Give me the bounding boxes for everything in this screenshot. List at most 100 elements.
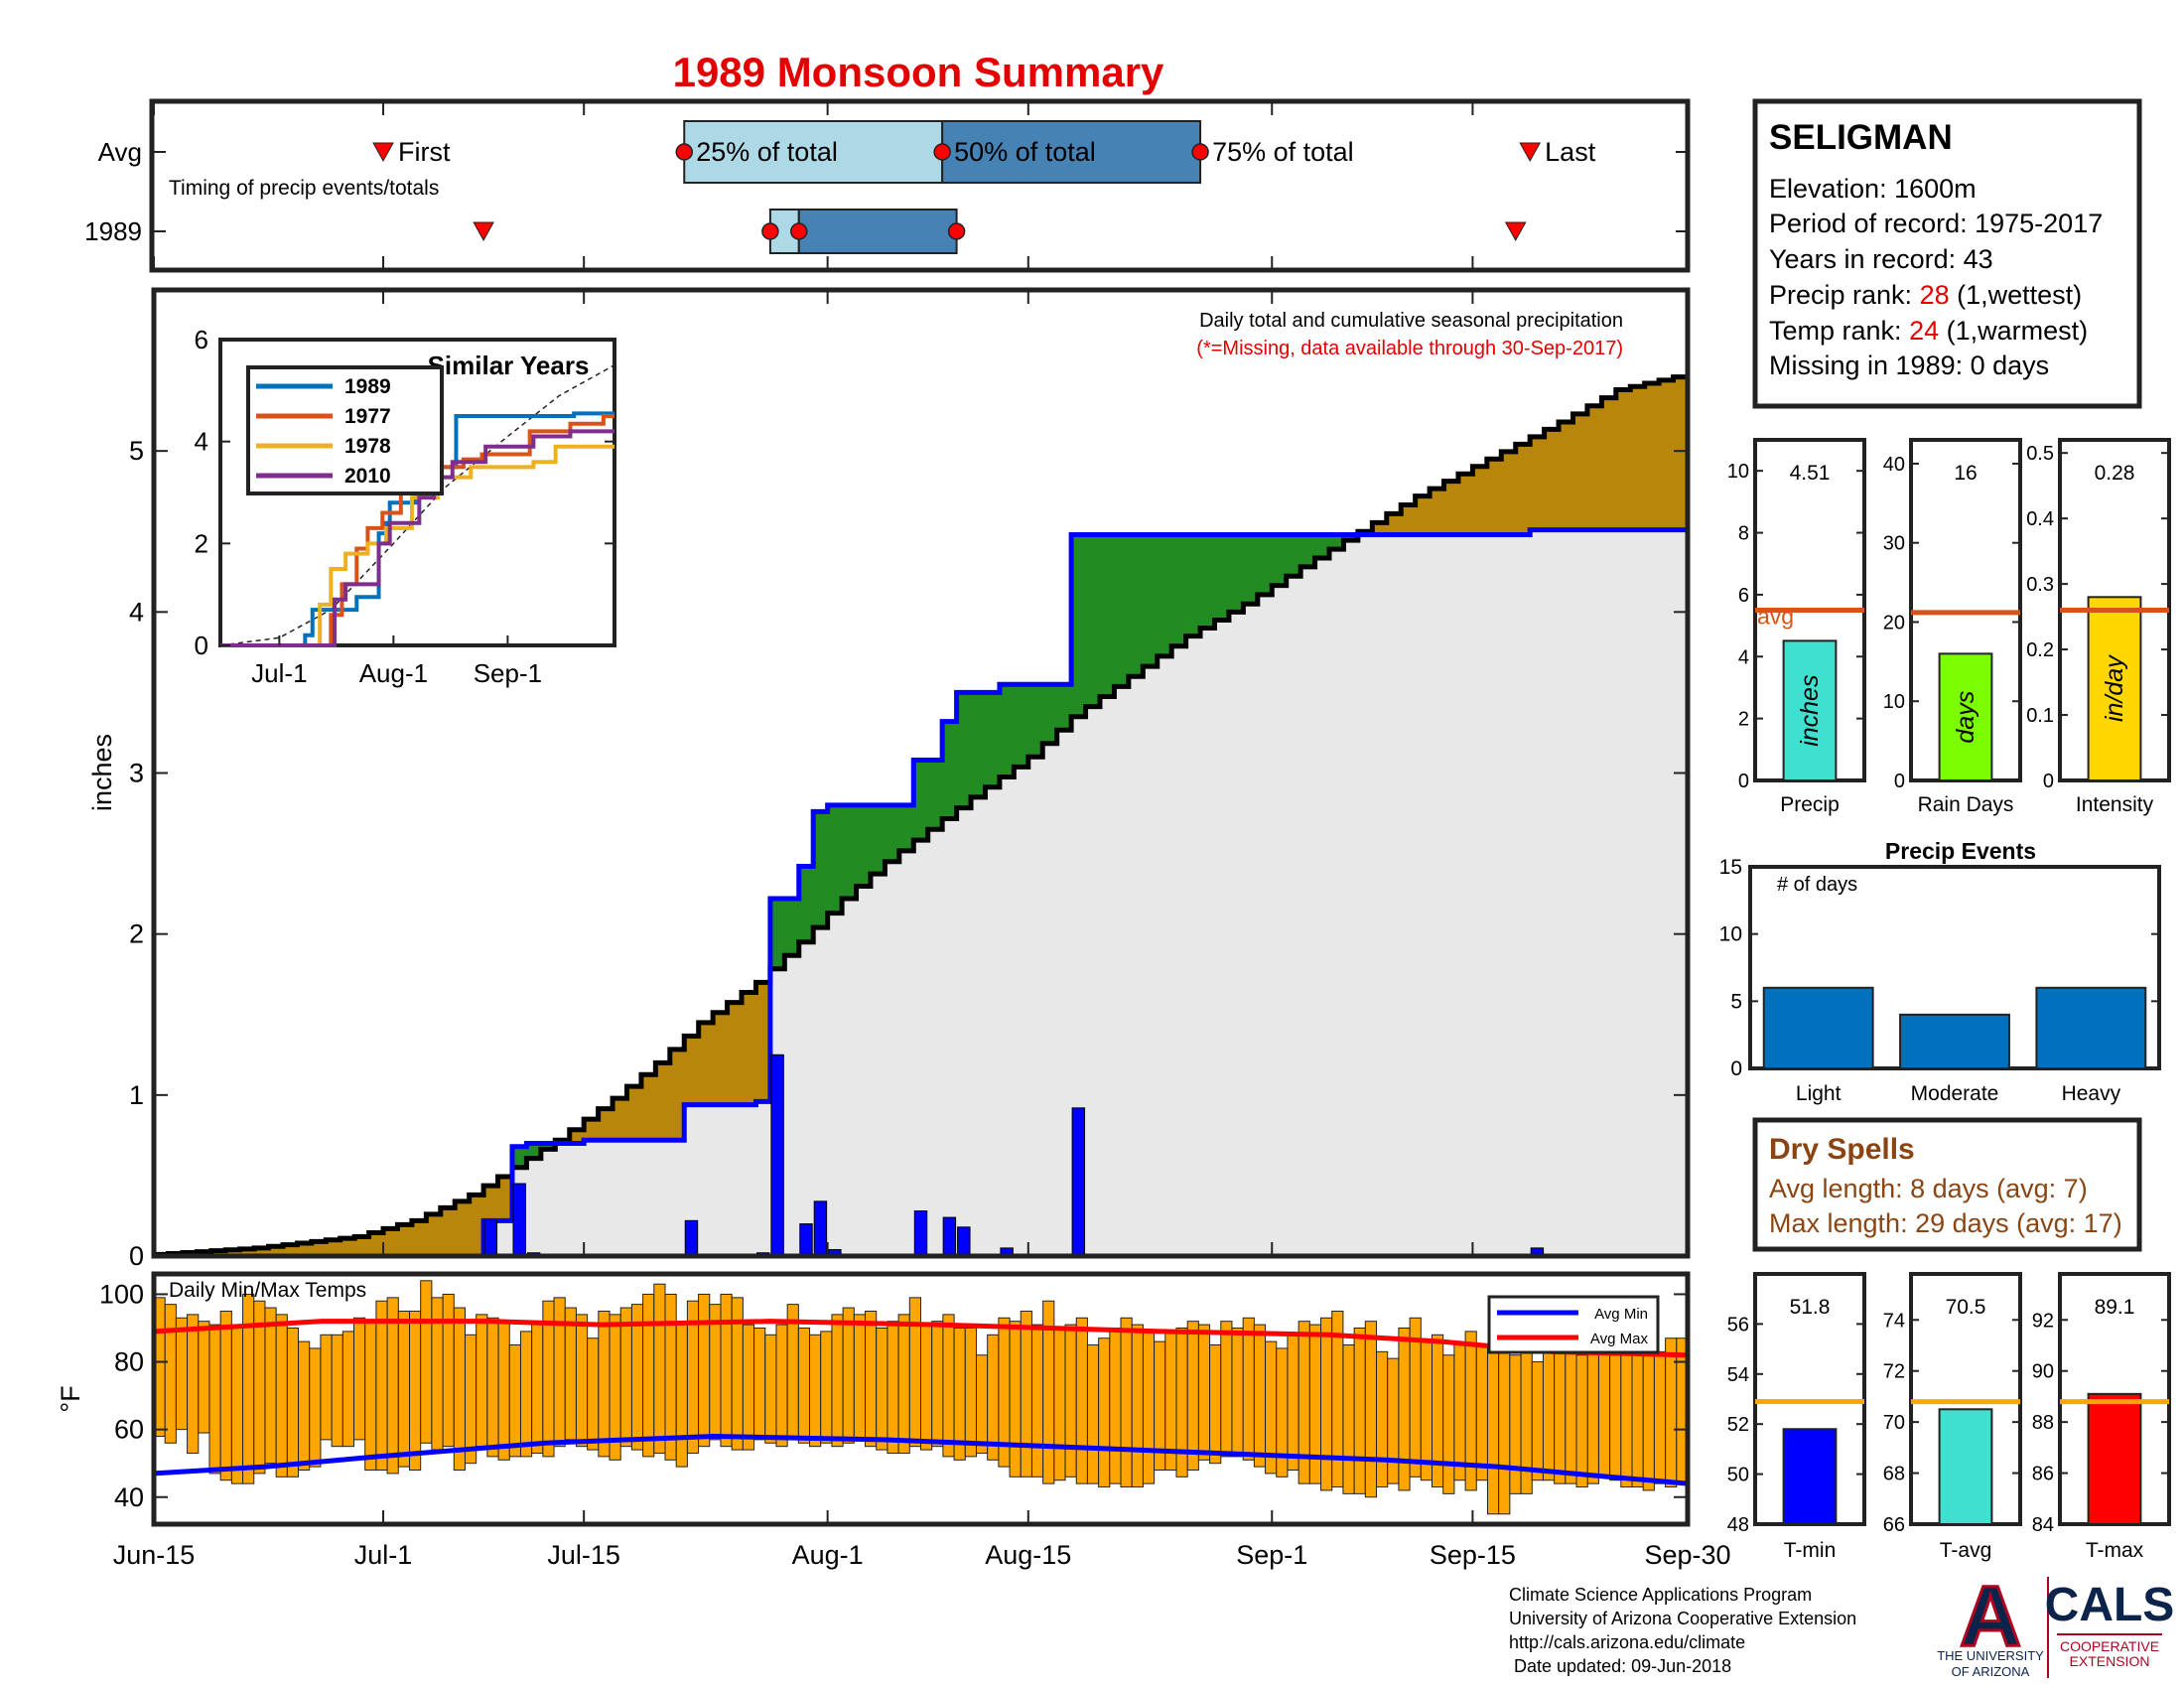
inset-legend-entries: 1989 1977 1978 2010 <box>256 375 391 488</box>
temp-range-bar <box>797 1327 811 1444</box>
timing-year-label: 1989 <box>84 216 142 246</box>
date-tick-label: Sep-1 <box>1236 1540 1307 1570</box>
temp-range-bar <box>831 1314 844 1448</box>
temp-range-bar <box>1109 1327 1122 1484</box>
cumulative-difference-segment <box>1027 684 1043 758</box>
temp-range-bar <box>1665 1337 1678 1488</box>
inset-series-line-2010 <box>220 429 614 647</box>
daily-temps-panel: Daily Min/Max Temps °F 40 60 80 100 Avg Min… <box>56 1271 1691 1527</box>
station-info-box: SELIGMAN Elevation: 1600m Period of reco… <box>1752 98 2142 409</box>
temp-range-bar <box>1342 1344 1355 1494</box>
cumulative-difference-segment <box>713 1012 729 1105</box>
station-period: Period of record: 1975-2017 <box>1769 209 2103 238</box>
cumulative-difference-segment <box>755 982 771 1102</box>
temp-range-bar <box>1420 1340 1433 1481</box>
small-panel-ytick-label: 10 <box>1883 691 1905 713</box>
cumulative-difference-segment <box>742 992 757 1105</box>
events-ytick-label: 15 <box>1719 856 1742 879</box>
event-bar-light <box>1762 986 1874 1069</box>
small-panel-value: 70.5 <box>1946 1296 1986 1319</box>
last-label: Last <box>1545 137 1596 167</box>
temp-range-bar <box>698 1293 711 1448</box>
temp-range-bar <box>531 1324 544 1454</box>
small-panel-category: Rain Days <box>1918 793 2014 816</box>
daily-precip-bar <box>813 1200 828 1257</box>
temp-range-bar <box>1509 1354 1522 1494</box>
timing-marks <box>153 103 1689 268</box>
cumulative-difference-segment <box>1185 534 1201 636</box>
temp-range-bar <box>975 1354 989 1454</box>
small-panel-ytick-label: 84 <box>2032 1514 2054 1536</box>
cumulative-difference-segment <box>1544 429 1560 530</box>
temp-range-bar <box>897 1314 910 1454</box>
event-category-label: Moderate <box>1911 1082 1999 1105</box>
temp-range-bar <box>364 1321 377 1472</box>
cumulative-difference-segment <box>870 804 887 875</box>
temp-range-bar <box>1131 1324 1144 1488</box>
small-panel-value: 4.51 <box>1790 462 1831 485</box>
cumulative-difference-segment <box>626 1086 642 1141</box>
cumulative-difference-segment <box>1501 451 1517 535</box>
figure-title: 1989 Monsoon Summary <box>673 49 1164 95</box>
cals-wordmark: CALS <box>2045 1579 2175 1631</box>
temp-range-bar <box>386 1297 399 1475</box>
cumulative-difference-segment <box>1085 534 1101 707</box>
event-bar-moderate <box>1899 1013 2010 1069</box>
avg-min-line <box>153 1433 1689 1486</box>
footer-line4: Date updated: 09-Jun-2018 <box>1509 1656 1731 1676</box>
temp-range-bar <box>1597 1337 1611 1477</box>
small-panel-category: T-min <box>1784 1539 1837 1562</box>
main-ytick-label: 1 <box>129 1080 144 1110</box>
temp-range-bar <box>1098 1337 1111 1488</box>
station-precip-rank: Precip rank: 28 (1,wettest) <box>1769 280 2082 310</box>
temp-range-bar <box>275 1314 288 1477</box>
events-ylabel: # of days <box>1777 874 1857 896</box>
cumulative-difference-segment <box>426 1213 442 1256</box>
date-tick-label: Jul-1 <box>354 1540 413 1570</box>
inset-axes: 0 2 4 6 Jul-1 Aug-1 Sep-1 <box>195 325 614 688</box>
temp-range-bar <box>775 1324 788 1448</box>
temp-range-bar <box>1398 1327 1411 1491</box>
small-panel-category: T-max <box>2086 1539 2144 1562</box>
inset-xtick-label: Aug-1 <box>359 658 428 688</box>
temp-range-bar <box>230 1324 244 1484</box>
cumulative-difference-segment <box>985 692 1001 787</box>
cumulative-difference-segment <box>354 1236 370 1256</box>
cumulative-difference-segment <box>455 1200 471 1256</box>
temp-range-bar <box>1486 1344 1500 1515</box>
temp-range-bar <box>1209 1344 1222 1465</box>
cumulative-difference-segment <box>1486 459 1502 535</box>
small-panel-ytick-label: 54 <box>1727 1364 1749 1386</box>
timing-box-50-75 <box>797 209 958 254</box>
cumulative-difference-segment <box>1286 534 1301 577</box>
cals-line1: COOPERATIVE <box>2060 1638 2159 1654</box>
temp-range-bar <box>242 1293 255 1484</box>
inset-ytick-label: 2 <box>195 528 208 558</box>
ua-block-a: A <box>1960 1569 2021 1664</box>
temp-range-bar <box>320 1334 333 1441</box>
temp-range-bar <box>219 1310 232 1481</box>
cumulative-difference-segment <box>598 1108 614 1141</box>
temp-range-bar <box>564 1307 577 1441</box>
cumulative-difference-segment <box>368 1232 384 1256</box>
temp-range-bar <box>1020 1310 1032 1477</box>
inset-legend-label-1977: 1977 <box>344 405 391 428</box>
cumulative-difference-segment <box>584 1119 600 1141</box>
daily-precip-bar <box>913 1210 928 1257</box>
small-panel-ytick-label: 88 <box>2032 1412 2054 1434</box>
cumulative-difference-segment <box>669 1049 685 1141</box>
inset-legend-label-1989: 1989 <box>344 375 391 398</box>
pct75-label: 75% of total <box>1212 137 1354 167</box>
daily-precip-bar <box>942 1216 957 1257</box>
temp-range-bar <box>720 1293 733 1448</box>
temp-range-bar <box>964 1327 977 1458</box>
footer-line3: http://cals.arizona.edu/climate <box>1509 1632 1745 1652</box>
timing-box-25-50 <box>683 120 944 184</box>
daily-precip-bar <box>684 1219 699 1257</box>
footer-line1: Climate Science Applications Program <box>1509 1585 1812 1605</box>
pct50-label: 50% of total <box>954 137 1096 167</box>
temp-range-bar <box>753 1327 766 1441</box>
small-panel-ytick-label: 10 <box>1727 461 1749 483</box>
date-axis-labels: Jun-15 Jul-1 Jul-15 Aug-1 Aug-15 Sep-1 Sep-15 S… <box>113 1540 1731 1570</box>
cumulative-difference-segment <box>698 1022 714 1105</box>
